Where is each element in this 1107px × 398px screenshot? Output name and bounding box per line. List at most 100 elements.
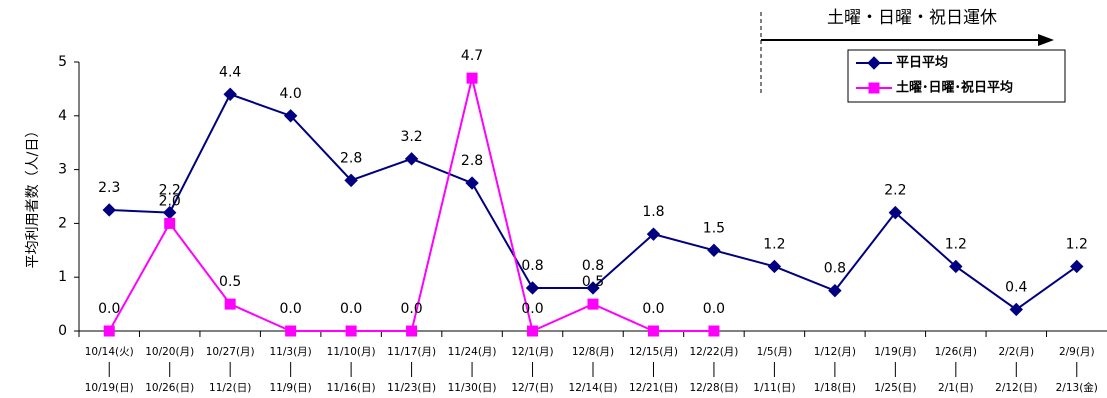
data-label: 0.0 — [280, 301, 302, 317]
data-point — [828, 283, 842, 298]
data-label: 4.0 — [280, 86, 302, 102]
data-label: 2.0 — [159, 193, 181, 209]
data-point — [344, 173, 358, 188]
x-tick-label: 1/11(日) — [753, 382, 795, 394]
data-label: 0.0 — [98, 301, 120, 317]
x-tick-label: 12/1(月) — [511, 346, 553, 358]
y-tick-label: 1 — [58, 269, 67, 285]
x-tick-label: 11/24(月) — [448, 346, 497, 358]
x-tick-label: 11/9(日) — [270, 382, 312, 394]
x-tick-label: 10/27(月) — [206, 346, 255, 358]
data-label: 0.0 — [400, 301, 422, 317]
x-tick-label: 11/10(月) — [327, 346, 376, 358]
data-point — [224, 298, 236, 310]
legend-label: 平日平均 — [896, 55, 948, 71]
x-tick-label: 2/13(金) — [1056, 381, 1098, 394]
data-point — [406, 325, 418, 337]
data-point — [587, 298, 599, 310]
y-tick-label: 4 — [58, 108, 67, 124]
data-label: 0.8 — [582, 258, 604, 274]
data-point — [767, 259, 782, 274]
data-label: 1.2 — [1066, 236, 1088, 252]
data-label: 0.8 — [824, 261, 846, 277]
data-point — [949, 259, 963, 274]
data-label: 0.4 — [1005, 279, 1027, 295]
legend-marker — [867, 56, 881, 70]
x-tick-label: 11/2(日) — [209, 382, 251, 394]
x-tick-label: 2/2(月) — [998, 346, 1034, 358]
x-tick-label: 2/12(日) — [995, 382, 1037, 394]
data-point — [285, 325, 297, 337]
data-label: 2.2 — [884, 183, 906, 199]
data-label: 0.8 — [521, 258, 543, 274]
annotation: 土曜・日曜・祝日運休 — [827, 8, 997, 28]
x-tick-label: 10/14(火) — [85, 346, 134, 358]
x-tick-label: 10/26(日) — [145, 382, 194, 394]
legend-marker — [868, 82, 880, 94]
x-tick-label: 12/15(月) — [629, 346, 678, 358]
data-point — [527, 325, 539, 337]
data-label: 2.2 — [159, 183, 181, 199]
x-tick-label: 2/9(月) — [1059, 346, 1095, 358]
data-label: 3.2 — [400, 129, 422, 145]
x-tick-label: 11/30(日) — [448, 382, 497, 394]
data-point — [404, 152, 419, 166]
data-point — [466, 72, 478, 84]
data-point — [888, 205, 903, 220]
x-tick-label: 12/14(日) — [569, 382, 618, 394]
data-label: 2.8 — [340, 150, 362, 166]
data-label: 0.0 — [703, 301, 725, 317]
x-tick-label: 1/26(月) — [935, 346, 977, 358]
x-tick-label: 1/19(月) — [874, 346, 916, 358]
y-tick-label: 3 — [58, 162, 67, 178]
data-point — [1009, 302, 1024, 317]
x-tick-label: 10/20(月) — [145, 346, 194, 358]
data-point — [223, 87, 237, 101]
x-tick-label: 10/19(日) — [85, 382, 134, 394]
data-label: 4.7 — [461, 48, 483, 64]
y-axis-label: 平均利用者数（人/日） — [25, 124, 41, 269]
data-label: 4.4 — [219, 64, 241, 80]
data-label: 2.3 — [98, 180, 120, 196]
data-label: 1.8 — [642, 204, 664, 220]
data-point — [708, 325, 720, 337]
data-point — [647, 325, 659, 337]
data-label: 0.0 — [642, 301, 664, 317]
x-tick-label: 2/1(日) — [938, 382, 974, 394]
data-label: 1.2 — [945, 236, 967, 252]
data-label: 0.5 — [219, 274, 241, 290]
x-tick-label: 12/7(日) — [511, 382, 553, 394]
data-point — [646, 227, 661, 241]
data-point — [586, 281, 600, 295]
data-point — [164, 217, 176, 229]
data-point — [345, 325, 357, 337]
data-point — [103, 325, 115, 337]
data-label: 0.0 — [340, 301, 362, 317]
y-tick-label: 5 — [58, 54, 67, 70]
x-tick-label: 1/18(日) — [814, 382, 856, 394]
legend-label: 土曜･日曜･祝日平均 — [896, 80, 1013, 96]
x-tick-label: 1/5(月) — [757, 346, 793, 358]
x-tick-label: 12/22(月) — [689, 346, 738, 358]
series-line — [108, 77, 714, 333]
x-tick-label: 11/23(日) — [387, 382, 436, 394]
data-label: 1.5 — [703, 220, 725, 236]
data-point — [102, 203, 116, 217]
data-point — [707, 243, 721, 258]
data-label: 1.2 — [763, 236, 785, 252]
data-point — [465, 176, 479, 190]
data-label: 0.5 — [582, 274, 604, 290]
data-label: 2.8 — [461, 153, 483, 169]
x-tick-label: 1/25(日) — [874, 382, 916, 394]
y-tick-label: 2 — [58, 215, 67, 231]
data-label: 0.0 — [521, 301, 543, 317]
x-tick-label: 12/21(日) — [629, 382, 678, 394]
data-point — [1070, 259, 1084, 274]
x-tick-label: 12/8(月) — [572, 346, 614, 358]
x-tick-label: 12/28(日) — [689, 382, 738, 394]
x-tick-label: 11/3(月) — [270, 346, 312, 358]
x-tick-label: 11/17(月) — [387, 346, 436, 358]
annotation-arrowhead — [1038, 34, 1054, 46]
